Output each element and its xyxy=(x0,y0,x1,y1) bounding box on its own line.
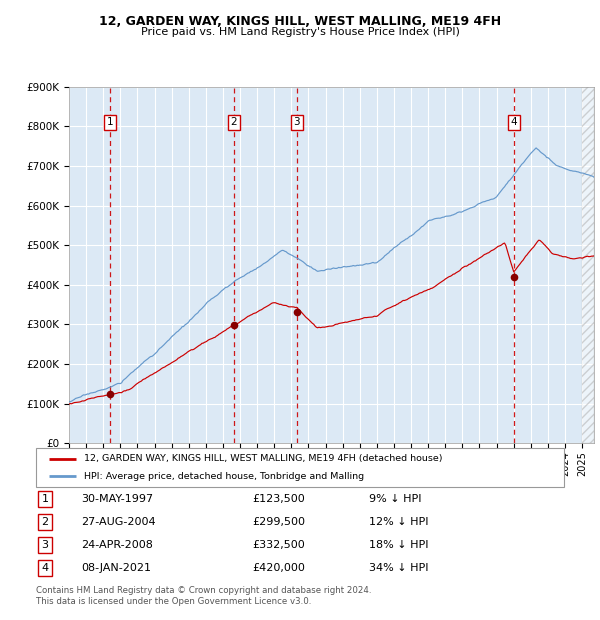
Text: 30-MAY-1997: 30-MAY-1997 xyxy=(81,494,153,504)
Text: 12% ↓ HPI: 12% ↓ HPI xyxy=(369,517,428,527)
Text: 4: 4 xyxy=(41,563,49,573)
Text: This data is licensed under the Open Government Licence v3.0.: This data is licensed under the Open Gov… xyxy=(36,597,311,606)
Text: 3: 3 xyxy=(41,540,49,550)
Text: 4: 4 xyxy=(511,117,517,128)
Text: £332,500: £332,500 xyxy=(252,540,305,550)
Text: 24-APR-2008: 24-APR-2008 xyxy=(81,540,153,550)
Text: 1: 1 xyxy=(107,117,113,128)
Text: 18% ↓ HPI: 18% ↓ HPI xyxy=(369,540,428,550)
Text: Contains HM Land Registry data © Crown copyright and database right 2024.: Contains HM Land Registry data © Crown c… xyxy=(36,586,371,595)
Text: 1: 1 xyxy=(41,494,49,504)
Text: 12, GARDEN WAY, KINGS HILL, WEST MALLING, ME19 4FH (detached house): 12, GARDEN WAY, KINGS HILL, WEST MALLING… xyxy=(83,454,442,463)
FancyBboxPatch shape xyxy=(36,448,564,487)
Text: HPI: Average price, detached house, Tonbridge and Malling: HPI: Average price, detached house, Tonb… xyxy=(83,472,364,481)
Text: 3: 3 xyxy=(293,117,300,128)
Text: 12, GARDEN WAY, KINGS HILL, WEST MALLING, ME19 4FH: 12, GARDEN WAY, KINGS HILL, WEST MALLING… xyxy=(99,15,501,28)
Text: £299,500: £299,500 xyxy=(252,517,305,527)
Text: £420,000: £420,000 xyxy=(252,563,305,573)
Text: £123,500: £123,500 xyxy=(252,494,305,504)
Text: 2: 2 xyxy=(41,517,49,527)
Text: 34% ↓ HPI: 34% ↓ HPI xyxy=(369,563,428,573)
Text: 2: 2 xyxy=(231,117,238,128)
Text: Price paid vs. HM Land Registry's House Price Index (HPI): Price paid vs. HM Land Registry's House … xyxy=(140,27,460,37)
Text: 08-JAN-2021: 08-JAN-2021 xyxy=(81,563,151,573)
Text: 27-AUG-2004: 27-AUG-2004 xyxy=(81,517,155,527)
Text: 9% ↓ HPI: 9% ↓ HPI xyxy=(369,494,421,504)
